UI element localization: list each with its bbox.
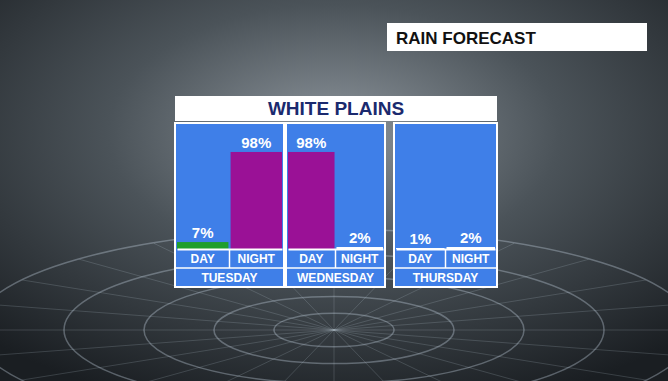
group-label: WEDNESDAY	[297, 271, 374, 285]
bar	[231, 152, 282, 249]
tick-label: DAY	[191, 252, 215, 266]
panel	[394, 123, 497, 287]
tick: DAY	[299, 249, 323, 266]
tick: NIGHT	[341, 249, 379, 266]
strip-separator	[445, 249, 447, 268]
tick: DAY	[408, 249, 432, 266]
bars	[288, 152, 383, 249]
tick-label: DAY	[408, 252, 432, 266]
strip-divider	[286, 267, 385, 269]
group-label: TUESDAY	[201, 271, 257, 285]
title-box	[175, 96, 497, 121]
bar	[177, 242, 228, 249]
subtitle: RAIN FORECAST	[396, 29, 536, 48]
bar	[288, 152, 335, 249]
bars	[177, 152, 282, 249]
tick: NIGHT	[238, 249, 276, 266]
tick-label: NIGHT	[238, 252, 276, 266]
panel	[175, 123, 284, 287]
strip-separator	[335, 249, 337, 268]
data-label: 2%	[460, 229, 482, 246]
data-label: 2%	[349, 229, 371, 246]
data-label: 7%	[192, 224, 214, 241]
tick-label: NIGHT	[341, 252, 379, 266]
data-labels: 1% 2%	[409, 229, 481, 247]
tick-label: NIGHT	[452, 252, 490, 266]
header-box	[387, 23, 647, 51]
strip-separator	[229, 249, 231, 268]
strip-divider	[394, 267, 497, 269]
data-labels: 7% 98%	[192, 134, 271, 241]
chart-root: RAIN FORECAST WHITE PLAINS 7% 98% DAY NIGHT TU…	[0, 0, 668, 381]
radar-spoke	[0, 304, 668, 356]
group-label: THURSDAY	[413, 271, 479, 285]
tick: NIGHT	[452, 249, 490, 266]
data-label: 98%	[296, 134, 326, 151]
radar-spoke	[79, 259, 588, 381]
title: WHITE PLAINS	[268, 98, 404, 119]
data-label: 98%	[241, 134, 271, 151]
tick: DAY	[191, 249, 215, 266]
bars	[396, 247, 495, 249]
data-label: 1%	[409, 230, 431, 247]
panel	[286, 123, 385, 287]
strip-divider	[175, 267, 284, 269]
tick-label: DAY	[299, 252, 323, 266]
data-labels: 98% 2%	[296, 134, 370, 246]
